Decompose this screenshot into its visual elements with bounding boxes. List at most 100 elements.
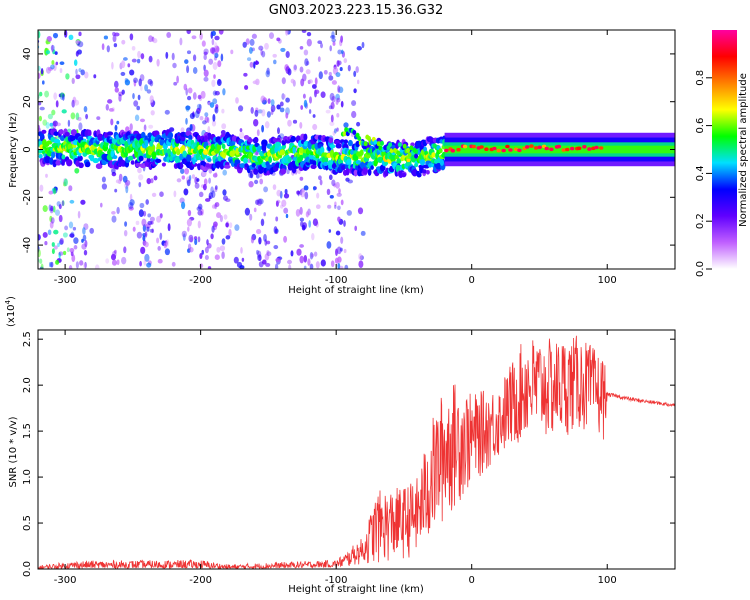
spectrogram-speckle [305, 211, 310, 218]
spectrogram-speckle [222, 169, 228, 176]
spectrogram-speckle [345, 177, 350, 182]
spectrogram-branch-cell [363, 141, 368, 147]
spectrogram-speckle [68, 185, 73, 192]
spectrogram-speckle [285, 51, 290, 58]
spectrogram-speckle [327, 204, 332, 209]
spectrogram-peak [496, 148, 501, 153]
spectrogram-speckle [214, 35, 220, 41]
spectrogram-speckle [52, 120, 58, 127]
spectrogram-speckle [225, 198, 231, 203]
spectrogram-speckle [328, 105, 333, 110]
spectrogram-speckle [111, 61, 114, 70]
spectrogram-ridge-cell [77, 155, 83, 162]
spectrogram-speckle [133, 100, 139, 107]
spectrogram-speckle [61, 109, 67, 114]
spectrogram-speckle [164, 109, 170, 115]
spectrogram-speckle [328, 71, 332, 76]
spectrogram-speckle [344, 264, 349, 269]
spectrogram-speckle [54, 209, 61, 216]
spectrogram-speckle [217, 60, 222, 68]
spectrogram-speckle [276, 104, 281, 110]
spectrogram-speckle [112, 250, 117, 258]
spectrogram-speckle [347, 64, 351, 72]
y-tick-label: 2.5 [22, 331, 33, 347]
spectrogram-speckle [40, 263, 44, 269]
spectrogram-ridge-cell [168, 131, 174, 139]
spectrogram-speckle [315, 204, 321, 210]
spectrogram-speckle [263, 186, 269, 193]
spectrogram-speckle [261, 124, 265, 133]
spectrogram-speckle [281, 199, 287, 207]
spectrogram-ridge-cell [234, 159, 241, 165]
spectrogram-ridge-cell [359, 149, 364, 156]
spectrogram-speckle [220, 130, 226, 135]
spectrogram-speckle [266, 111, 271, 118]
spectrogram-speckle [203, 64, 206, 72]
spectrogram-speckle [275, 216, 279, 222]
spectrogram-speckle [45, 173, 48, 178]
spectrogram-speckle [283, 235, 288, 243]
spectrogram-ridge-cell [135, 162, 142, 167]
spectrogram-peak [492, 146, 497, 151]
spectrogram-speckle [264, 121, 270, 129]
spectrogram-speckle [308, 220, 312, 228]
spectrogram-speckle [188, 246, 194, 253]
snr-plot-area [38, 335, 675, 569]
spectrogram-branch-cell [397, 142, 402, 148]
spectrogram-speckle [311, 233, 315, 241]
spectrogram-speckle [77, 41, 84, 48]
spectrogram-ridge-cell [335, 143, 342, 149]
spectrogram-speckle [214, 172, 218, 178]
spectrogram-ridge-cell [239, 163, 246, 169]
spectrogram-speckle [187, 243, 192, 250]
spectrogram-ridge-cell [146, 157, 151, 163]
spectrogram-speckle [284, 188, 288, 195]
spectrogram-speckle [110, 253, 117, 261]
spectrogram-speckle [185, 117, 188, 125]
spectrogram-speckle [187, 95, 192, 101]
spectrogram-speckle [357, 207, 364, 215]
spectrogram-ridge-cell [287, 156, 292, 162]
spectrogram-speckle [299, 255, 304, 264]
spectrogram-speckle [39, 106, 45, 111]
spectrogram-speckle [312, 114, 316, 118]
spectrogram-speckle [193, 236, 198, 240]
spectrogram-speckle [209, 47, 215, 54]
spectrogram-speckle [256, 129, 260, 137]
spectrogram-speckle [83, 105, 88, 113]
spectrogram-speckle [156, 237, 160, 244]
spectrogram-speckle [123, 246, 127, 254]
spectrogram-speckle [308, 109, 312, 114]
spectrogram-speckle [334, 204, 337, 209]
spectrogram-ridge-cell [431, 152, 436, 158]
spectrogram-speckle [196, 103, 202, 110]
spectrogram-ridge-cell [425, 170, 430, 175]
spectrogram-speckle [176, 75, 179, 84]
spectrogram-speckle [314, 89, 320, 94]
spectrogram-speckle [203, 54, 207, 61]
spectrogram-peak [456, 147, 461, 152]
spectrogram-peak [577, 146, 582, 151]
spectrogram-speckle [240, 247, 243, 254]
spectrogram-speckle [300, 105, 304, 110]
spectrogram-speckle [152, 38, 158, 44]
spectrogram-ridge-cell [181, 145, 186, 152]
spectrogram-speckle [317, 40, 323, 45]
spectrogram-speckle [253, 118, 259, 127]
spectrogram-speckle [57, 242, 60, 248]
spectrogram-speckle [343, 58, 348, 64]
x-tick-label: -200 [189, 275, 212, 286]
spectrogram-speckle [204, 116, 209, 123]
spectrogram-branch-cell [409, 145, 414, 151]
colorbar-tick-label: 0.4 [695, 165, 706, 181]
spectrogram-speckle [207, 125, 211, 134]
spectrogram-ridge-cell [205, 163, 211, 168]
spectrogram-speckle [171, 52, 175, 61]
spectrogram-speckle [186, 65, 190, 74]
spectrogram-speckle [142, 235, 146, 242]
spectrogram-speckle [139, 118, 146, 123]
spectrogram-speckle [173, 190, 177, 198]
spectrogram-speckle [235, 97, 239, 104]
spectrogram-speckle [113, 43, 118, 48]
spectrogram-ridge-cell [221, 143, 226, 150]
